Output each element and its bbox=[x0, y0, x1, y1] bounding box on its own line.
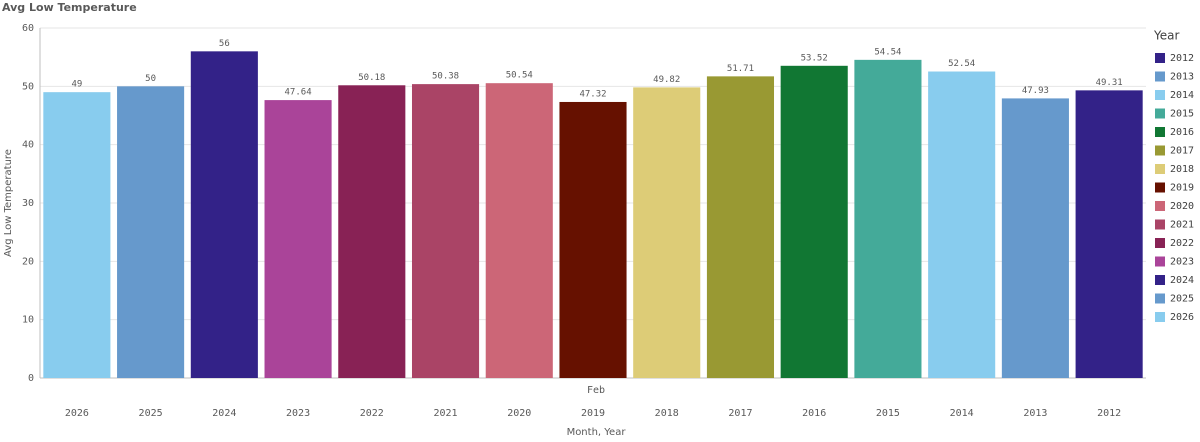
bar bbox=[190, 51, 258, 378]
legend-label: 2018 bbox=[1170, 164, 1194, 175]
x-axis-label: Month, Year bbox=[567, 427, 627, 438]
data-label: 51.71 bbox=[727, 64, 754, 74]
chart-title: Avg Low Temperature bbox=[2, 1, 137, 14]
bar bbox=[1075, 90, 1143, 378]
legend-label: 2025 bbox=[1170, 294, 1194, 305]
x-tick-label: 2016 bbox=[802, 408, 826, 419]
group-label: Feb bbox=[587, 385, 605, 396]
y-tick-label: 0 bbox=[28, 373, 34, 384]
bar bbox=[780, 65, 848, 379]
x-tick-label: 2015 bbox=[876, 408, 900, 419]
bar bbox=[1001, 98, 1069, 379]
x-tick-label: 2013 bbox=[1023, 408, 1047, 419]
data-label: 50 bbox=[145, 74, 156, 84]
legend-title: Year bbox=[1153, 29, 1179, 43]
legend-swatch bbox=[1155, 182, 1165, 193]
data-label: 54.54 bbox=[874, 47, 901, 57]
data-label: 47.93 bbox=[1022, 86, 1049, 96]
data-label: 49 bbox=[71, 80, 82, 90]
data-label: 50.18 bbox=[358, 73, 385, 83]
y-tick-label: 60 bbox=[22, 23, 34, 34]
legend-swatch bbox=[1155, 127, 1165, 137]
legend-label: 2015 bbox=[1170, 109, 1194, 120]
x-tick-label: 2023 bbox=[286, 408, 310, 419]
legend-label: 2013 bbox=[1170, 72, 1194, 83]
legend-label: 2024 bbox=[1170, 275, 1194, 286]
legend-swatch bbox=[1155, 71, 1165, 82]
data-label: 56 bbox=[219, 39, 230, 49]
x-tick-label: 2017 bbox=[728, 408, 752, 419]
bar bbox=[411, 84, 480, 378]
legend-label: 2021 bbox=[1170, 220, 1194, 231]
y-axis-label: Avg Low Temperature bbox=[3, 149, 14, 257]
legend-label: 2014 bbox=[1170, 90, 1194, 101]
bar bbox=[928, 71, 996, 379]
bar bbox=[264, 100, 332, 378]
data-label: 47.32 bbox=[579, 89, 606, 99]
y-tick-label: 30 bbox=[22, 198, 34, 209]
legend-label: 2020 bbox=[1170, 201, 1194, 212]
x-tick-label: 2020 bbox=[507, 408, 531, 419]
legend-label: 2023 bbox=[1170, 257, 1194, 268]
legend-label: 2012 bbox=[1170, 53, 1194, 64]
legend-swatch bbox=[1155, 90, 1165, 100]
x-tick-label: 2024 bbox=[212, 408, 236, 419]
legend-swatch bbox=[1155, 312, 1165, 322]
legend-swatch bbox=[1155, 256, 1165, 267]
legend-label: 2022 bbox=[1170, 238, 1194, 249]
legend-swatch bbox=[1155, 108, 1165, 119]
bar bbox=[633, 87, 701, 378]
bar bbox=[854, 59, 922, 378]
legend-label: 2016 bbox=[1170, 127, 1194, 138]
legend-swatch bbox=[1155, 293, 1165, 304]
bar bbox=[485, 83, 553, 378]
legend-label: 2019 bbox=[1170, 183, 1194, 194]
data-label: 53.52 bbox=[801, 53, 828, 63]
bar bbox=[338, 85, 406, 379]
x-tick-label: 2019 bbox=[581, 408, 605, 419]
x-tick-label: 2018 bbox=[655, 408, 679, 419]
legend-swatch bbox=[1155, 219, 1165, 230]
bar bbox=[706, 76, 775, 378]
legend-swatch bbox=[1155, 275, 1165, 285]
x-tick-label: 2021 bbox=[433, 408, 457, 419]
data-label: 47.64 bbox=[285, 88, 312, 98]
legend-swatch bbox=[1155, 238, 1165, 248]
data-label: 50.38 bbox=[432, 72, 459, 82]
data-label: 52.54 bbox=[948, 59, 975, 69]
x-tick-label: 2022 bbox=[360, 408, 384, 419]
legend-label: 2026 bbox=[1170, 312, 1194, 323]
x-tick-label: 2014 bbox=[950, 408, 974, 419]
x-tick-label: 2012 bbox=[1097, 408, 1121, 419]
legend-swatch bbox=[1155, 201, 1165, 211]
legend-swatch bbox=[1155, 53, 1165, 63]
bar bbox=[117, 86, 185, 378]
legend-swatch bbox=[1155, 145, 1165, 156]
y-tick-label: 50 bbox=[22, 81, 34, 92]
data-label: 50.54 bbox=[506, 71, 533, 81]
y-tick-label: 20 bbox=[22, 256, 34, 267]
x-tick-label: 2026 bbox=[65, 408, 89, 419]
legend-label: 2017 bbox=[1170, 146, 1194, 157]
data-label: 49.31 bbox=[1096, 78, 1123, 88]
data-label: 49.82 bbox=[653, 75, 680, 85]
y-tick-label: 10 bbox=[22, 315, 34, 326]
bar bbox=[559, 101, 627, 378]
bar bbox=[43, 92, 111, 379]
legend-swatch bbox=[1155, 164, 1165, 174]
x-tick-label: 2025 bbox=[139, 408, 163, 419]
y-tick-label: 40 bbox=[22, 140, 34, 151]
